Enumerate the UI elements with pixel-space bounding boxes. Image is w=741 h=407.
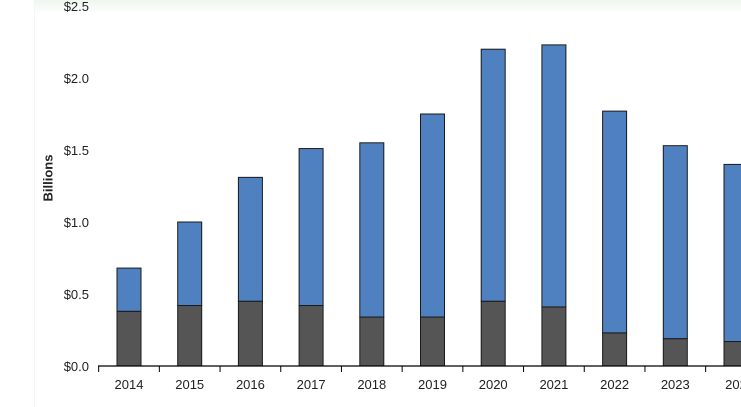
bar-segment-lower	[480, 300, 506, 367]
x-tick-label: 2014	[115, 377, 144, 392]
bar-segment-upper	[602, 110, 628, 334]
x-tick-label: 2018	[357, 377, 386, 392]
bar-segment-upper	[420, 113, 445, 318]
x-tick-label: 2020	[479, 377, 508, 392]
bar-segment-lower	[541, 306, 567, 367]
y-tick-label: $1.5	[64, 143, 89, 158]
bar-segment-lower	[420, 316, 445, 367]
bar-segment-upper	[723, 163, 741, 343]
left-band	[0, 0, 35, 407]
bar-segment-upper	[177, 221, 203, 307]
y-tick-label: $0.5	[64, 287, 89, 302]
top-band	[0, 0, 741, 14]
bar-segment-lower	[602, 332, 628, 367]
x-tick-label: 2019	[418, 377, 447, 392]
x-tick-label: 2021	[539, 377, 568, 392]
x-tick-label: 2022	[600, 377, 629, 392]
bar-segment-lower	[298, 305, 324, 367]
bar-segment-lower	[237, 300, 263, 367]
x-tick-label: 2016	[236, 377, 265, 392]
x-tick-label: 2017	[297, 377, 326, 392]
bar-segment-upper	[662, 145, 688, 340]
bar-segment-lower	[177, 305, 203, 367]
bar-segment-upper	[541, 44, 567, 308]
bar-segment-lower	[662, 338, 688, 367]
x-tick-label: 2015	[175, 377, 204, 392]
bar-segment-upper	[298, 148, 324, 307]
y-tick-label: $1.0	[64, 215, 89, 230]
x-tick-label: 2023	[661, 377, 690, 392]
bar-segment-lower	[723, 341, 741, 367]
bar-segment-lower	[116, 310, 142, 367]
y-tick-label: $2.5	[64, 0, 89, 14]
y-tick-label: $0.0	[64, 359, 89, 374]
bar-segment-upper	[359, 142, 385, 318]
bar-segment-lower	[359, 316, 385, 367]
bar-segment-upper	[480, 48, 506, 302]
x-tick-label: 202	[725, 377, 741, 392]
bar-segment-upper	[116, 267, 142, 312]
bar-segment-upper	[237, 176, 263, 302]
y-tick-label: $2.0	[64, 71, 89, 86]
